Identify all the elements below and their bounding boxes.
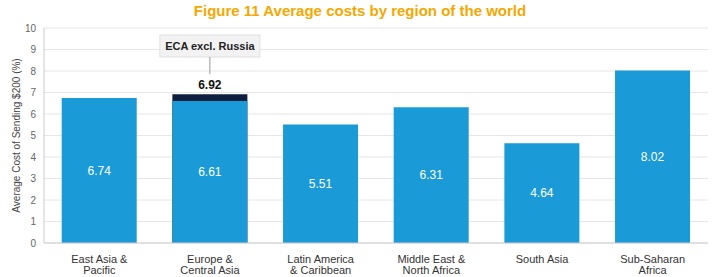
html-text:Figure 11 Average costs by reg: Figure 11 Average costs by region of the… [193,2,527,19]
svg-text:2: 2 [30,195,36,206]
svg-text:6.31: 6.31 [420,168,444,182]
svg-text:7: 7 [30,87,36,98]
svg-text:6.92: 6.92 [198,78,222,92]
svg-text:3: 3 [30,173,36,184]
svg-text:Latin America& Caribbean: Latin America& Caribbean [287,253,355,276]
svg-text:6.74: 6.74 [88,164,112,178]
svg-text:8.02: 8.02 [641,150,665,164]
svg-text:Average Cost of Sending $200 (: Average Cost of Sending $200 (%) [11,58,22,212]
svg-text:5: 5 [30,130,36,141]
svg-text:10: 10 [25,23,37,34]
svg-text:Middle East &North Africa: Middle East &North Africa [397,253,466,276]
svg-text:East Asia &Pacific: East Asia &Pacific [71,253,128,276]
svg-text:Sub-SaharanAfrica: Sub-SaharanAfrica [620,253,685,276]
svg-text:4: 4 [30,152,36,163]
svg-text:5.51: 5.51 [309,177,333,191]
svg-text:9: 9 [30,44,36,55]
svg-text:ECA excl. Russia: ECA excl. Russia [165,40,255,52]
svg-text:South Asia: South Asia [516,253,569,265]
svg-text:1: 1 [30,216,36,227]
svg-text:6: 6 [30,109,36,120]
svg-text:0: 0 [30,238,36,249]
svg-text:8: 8 [30,66,36,77]
svg-text:Europe &Central Asia: Europe &Central Asia [180,253,240,276]
svg-text:4.64: 4.64 [530,186,554,200]
svg-text:6.61: 6.61 [198,165,222,179]
